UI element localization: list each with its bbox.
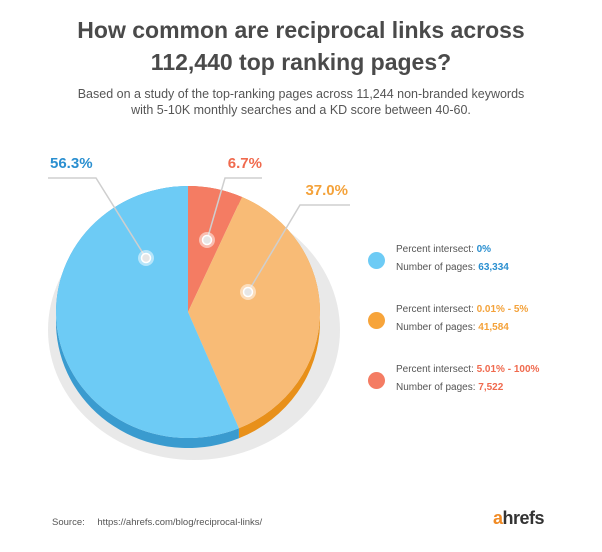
marker-dot-1 bbox=[242, 286, 254, 298]
legend-pages-1: Number of pages: 41,584 bbox=[396, 322, 509, 333]
legend-pages-label-0: Number of pages: bbox=[396, 262, 476, 273]
legend-pages-value-2: 7,522 bbox=[478, 382, 504, 393]
slice-label-2: 6.7% bbox=[228, 155, 262, 172]
leader-line-0 bbox=[48, 177, 147, 259]
legend-item-2: Percent intersect: 5.01% - 100% Number o… bbox=[368, 364, 588, 404]
legend-intersect-0: Percent intersect: 0% bbox=[396, 244, 491, 255]
subtitle-line-1: Based on a study of the top-ranking page… bbox=[77, 87, 525, 101]
pie-slice-1 bbox=[188, 197, 321, 429]
legend-intersect-value-1: 0.01% - 5% bbox=[476, 304, 529, 315]
legend-dot-1 bbox=[368, 312, 385, 329]
legend-pages-value-1: 41,584 bbox=[478, 322, 509, 333]
legend-dot-0 bbox=[368, 252, 385, 269]
legend-intersect-label-2: Percent intersect: bbox=[396, 364, 474, 375]
legend-intersect-label-1: Percent intersect: bbox=[396, 304, 474, 315]
subtitle-line-2: with 5-10K monthly searches and a KD sco… bbox=[131, 103, 471, 117]
title-line-2: 112,440 top ranking pages? bbox=[150, 49, 452, 75]
chart-subtitle: Based on a study of the top-ranking page… bbox=[0, 86, 602, 118]
legend-pages-value-0: 63,334 bbox=[478, 262, 509, 273]
legend-pages-2: Number of pages: 7,522 bbox=[396, 382, 503, 393]
legend-intersect-label-0: Percent intersect: bbox=[396, 244, 474, 255]
legend-intersect-1: Percent intersect: 0.01% - 5% bbox=[396, 304, 528, 315]
legend-pages-label-1: Number of pages: bbox=[396, 322, 476, 333]
logo-text: hrefs bbox=[502, 508, 545, 528]
slice-label-1: 37.0% bbox=[305, 182, 348, 199]
source-label: Source: bbox=[52, 517, 85, 528]
slice-label-0: 56.3% bbox=[50, 155, 93, 172]
legend-item-0: Percent intersect: 0% Number of pages: 6… bbox=[368, 244, 588, 284]
pie-slice-0 bbox=[56, 186, 239, 438]
legend-pages-0: Number of pages: 63,334 bbox=[396, 262, 509, 273]
title-line-1: How common are reciprocal links across bbox=[77, 17, 525, 43]
legend-intersect-2: Percent intersect: 5.01% - 100% bbox=[396, 364, 539, 375]
legend-pages-label-2: Number of pages: bbox=[396, 382, 476, 393]
legend-item-1: Percent intersect: 0.01% - 5% Number of … bbox=[368, 304, 588, 344]
marker-dot-2 bbox=[201, 234, 213, 246]
leader-line-1 bbox=[247, 204, 350, 293]
ahrefs-logo: ahrefs bbox=[493, 508, 545, 529]
logo-letter-a: a bbox=[493, 508, 503, 528]
legend-intersect-value-0: 0% bbox=[476, 244, 492, 255]
chart-title: How common are reciprocal links across 1… bbox=[0, 14, 602, 78]
legend-intersect-value-2: 5.01% - 100% bbox=[476, 364, 540, 375]
leader-line-2 bbox=[206, 177, 262, 241]
source-note: Source: https://ahrefs.com/blog/reciproc… bbox=[52, 517, 262, 528]
source-url[interactable]: https://ahrefs.com/blog/reciprocal-links… bbox=[97, 517, 263, 528]
pie-slice-2 bbox=[188, 186, 242, 312]
marker-dot-0 bbox=[140, 252, 152, 264]
legend-dot-2 bbox=[368, 372, 385, 389]
